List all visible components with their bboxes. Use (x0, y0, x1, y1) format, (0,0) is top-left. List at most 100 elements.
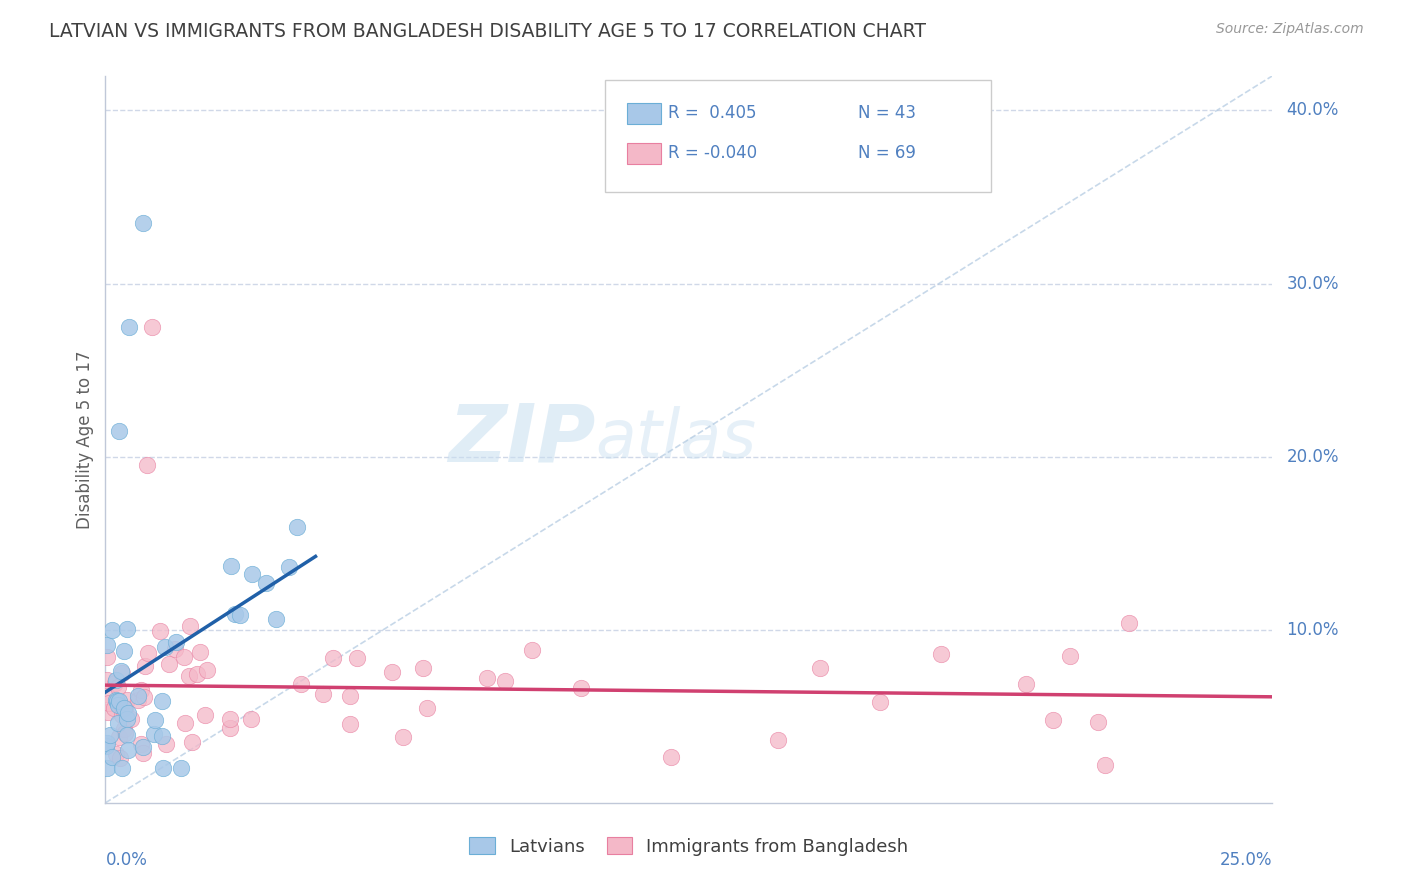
Point (108, 694, 131, 708)
Point (112, 702, 135, 716)
Point (339, 716, 361, 731)
Point (1042, 713, 1064, 727)
Text: N = 43: N = 43 (858, 104, 915, 122)
Point (157, 657, 180, 672)
Text: 0.0%: 0.0% (105, 851, 148, 870)
Point (143, 714, 166, 728)
Point (181, 735, 204, 749)
Point (149, 624, 172, 639)
Point (277, 559, 299, 574)
Point (100, 728, 122, 742)
Point (115, 728, 138, 742)
Point (346, 651, 368, 665)
Point (110, 664, 132, 678)
Point (96, 638, 118, 652)
Point (808, 660, 831, 674)
Point (108, 751, 131, 765)
Point (136, 646, 159, 660)
Point (339, 689, 361, 703)
Point (127, 690, 149, 704)
Text: 25.0%: 25.0% (1220, 851, 1272, 870)
Point (173, 715, 195, 730)
Point (94, 687, 117, 701)
Point (312, 687, 335, 701)
Point (381, 665, 404, 679)
Point (768, 733, 790, 747)
Point (219, 712, 242, 726)
Point (155, 640, 177, 654)
Point (155, 738, 177, 752)
Point (129, 682, 152, 697)
Point (97, 696, 120, 710)
Text: Source: ZipAtlas.com: Source: ZipAtlas.com (1216, 22, 1364, 37)
Point (103, 701, 125, 715)
Point (132, 216, 155, 230)
Point (173, 649, 195, 664)
Point (117, 743, 139, 757)
Point (322, 651, 344, 665)
Point (96, 673, 118, 688)
Point (96, 761, 118, 775)
Text: 40.0%: 40.0% (1286, 102, 1339, 120)
Point (869, 695, 891, 709)
Point (152, 761, 174, 775)
Point (107, 681, 129, 695)
Text: atlas: atlas (596, 407, 756, 472)
Point (150, 729, 173, 743)
Point (392, 731, 415, 745)
Point (195, 664, 218, 678)
Point (111, 761, 134, 775)
Point (264, 612, 287, 626)
Point (105, 747, 128, 761)
Point (97, 705, 120, 719)
Point (134, 690, 156, 705)
Point (1087, 714, 1109, 729)
Point (569, 681, 592, 695)
Point (132, 740, 155, 755)
Point (150, 694, 173, 708)
Point (170, 761, 193, 775)
Point (115, 712, 138, 726)
Point (240, 712, 263, 726)
Point (114, 701, 136, 715)
Point (127, 693, 149, 707)
Point (96, 649, 118, 664)
Point (1118, 615, 1140, 630)
Point (134, 659, 156, 673)
Point (141, 319, 163, 334)
Point (177, 669, 200, 683)
Point (179, 619, 201, 633)
Point (165, 635, 187, 649)
Point (163, 641, 186, 656)
Point (218, 721, 240, 735)
Point (94, 739, 117, 753)
Legend: Latvians, Immigrants from Bangladesh: Latvians, Immigrants from Bangladesh (463, 830, 915, 863)
Text: N = 69: N = 69 (858, 145, 915, 162)
Point (194, 707, 217, 722)
Point (111, 708, 134, 723)
Point (104, 673, 127, 687)
Text: 20.0%: 20.0% (1286, 448, 1339, 466)
Point (129, 737, 152, 751)
Point (1059, 649, 1081, 664)
Point (105, 694, 128, 708)
Point (105, 693, 128, 707)
Point (136, 458, 159, 473)
Point (186, 667, 208, 681)
Point (412, 661, 434, 675)
Text: 30.0%: 30.0% (1286, 275, 1339, 293)
Text: ZIP: ZIP (449, 401, 596, 478)
Point (112, 701, 135, 715)
Point (131, 746, 153, 760)
Point (416, 701, 439, 715)
Point (117, 706, 139, 720)
Point (108, 730, 131, 744)
Point (929, 647, 952, 661)
Point (100, 623, 122, 637)
Point (188, 645, 211, 659)
Point (112, 722, 135, 736)
Point (114, 726, 136, 740)
Point (107, 715, 129, 730)
Y-axis label: Disability Age 5 to 17: Disability Age 5 to 17 (76, 350, 94, 529)
Text: R = -0.040: R = -0.040 (668, 145, 756, 162)
